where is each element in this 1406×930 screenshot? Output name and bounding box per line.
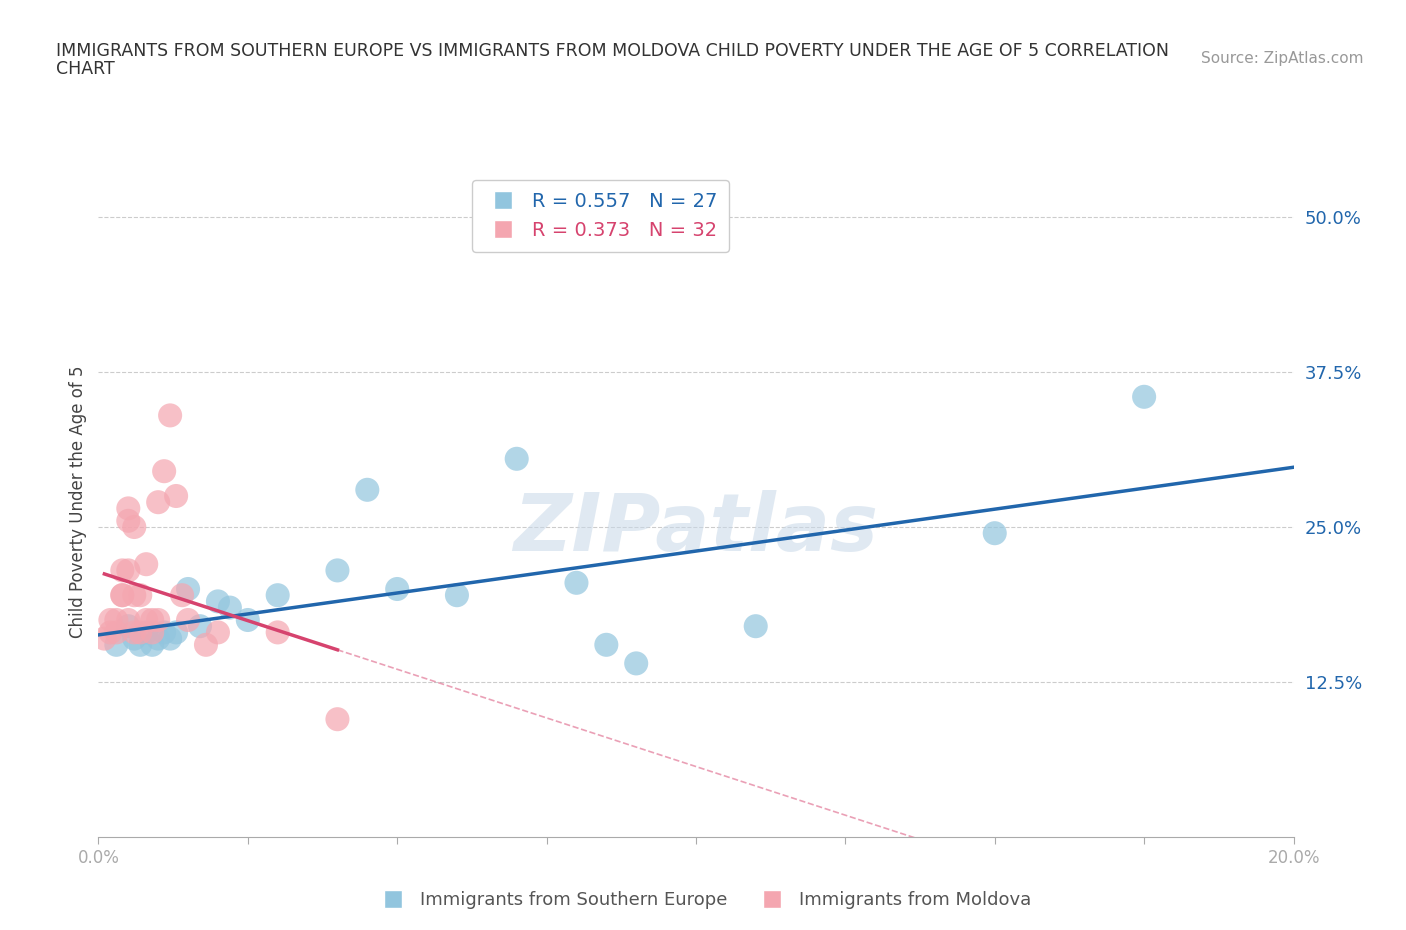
Point xyxy=(207,594,229,609)
Point xyxy=(148,613,170,628)
Point xyxy=(117,501,139,516)
Legend: Immigrants from Southern Europe, Immigrants from Moldova: Immigrants from Southern Europe, Immigra… xyxy=(367,884,1039,916)
Point xyxy=(129,637,152,652)
Point xyxy=(117,563,139,578)
Point xyxy=(506,451,529,466)
Point xyxy=(111,588,134,603)
Point xyxy=(124,631,146,646)
Legend: R = 0.557   N = 27, R = 0.373   N = 32: R = 0.557 N = 27, R = 0.373 N = 32 xyxy=(471,180,730,251)
Point xyxy=(141,625,163,640)
Point xyxy=(129,588,152,603)
Point xyxy=(100,613,122,628)
Point xyxy=(124,588,146,603)
Text: IMMIGRANTS FROM SOUTHERN EUROPE VS IMMIGRANTS FROM MOLDOVA CHILD POVERTY UNDER T: IMMIGRANTS FROM SOUTHERN EUROPE VS IMMIG… xyxy=(56,42,1170,60)
Point xyxy=(117,618,139,633)
Point xyxy=(177,613,200,628)
Point xyxy=(153,625,176,640)
Point xyxy=(267,625,290,640)
Point xyxy=(356,483,378,498)
Point xyxy=(745,618,768,633)
Point xyxy=(129,625,152,640)
Point xyxy=(105,625,128,640)
Point xyxy=(626,656,648,671)
Text: Source: ZipAtlas.com: Source: ZipAtlas.com xyxy=(1201,51,1364,66)
Point xyxy=(148,631,170,646)
Point xyxy=(177,581,200,596)
Point xyxy=(159,408,181,423)
Point xyxy=(153,464,176,479)
Point xyxy=(326,563,349,578)
Point xyxy=(117,613,139,628)
Point xyxy=(219,600,242,615)
Text: CHART: CHART xyxy=(56,60,115,78)
Point xyxy=(207,625,229,640)
Point xyxy=(141,637,163,652)
Point xyxy=(1133,390,1156,405)
Point xyxy=(595,637,617,652)
Point xyxy=(188,618,211,633)
Point xyxy=(446,588,468,603)
Point xyxy=(93,631,115,646)
Point xyxy=(565,576,588,591)
Point xyxy=(165,625,187,640)
Point xyxy=(984,525,1007,540)
Point xyxy=(141,613,163,628)
Point xyxy=(159,631,181,646)
Point xyxy=(236,613,259,628)
Point xyxy=(105,613,128,628)
Point xyxy=(135,557,157,572)
Point xyxy=(148,495,170,510)
Point xyxy=(111,563,134,578)
Text: ZIPatlas: ZIPatlas xyxy=(513,490,879,568)
Point xyxy=(111,588,134,603)
Point xyxy=(124,520,146,535)
Point xyxy=(100,625,122,640)
Point xyxy=(165,488,187,503)
Point xyxy=(135,625,157,640)
Point xyxy=(385,581,409,596)
Point xyxy=(124,625,146,640)
Point xyxy=(267,588,290,603)
Y-axis label: Child Poverty Under the Age of 5: Child Poverty Under the Age of 5 xyxy=(69,365,87,639)
Point xyxy=(135,613,157,628)
Point xyxy=(326,711,349,726)
Point xyxy=(117,513,139,528)
Point xyxy=(172,588,194,603)
Point xyxy=(105,637,128,652)
Point xyxy=(195,637,218,652)
